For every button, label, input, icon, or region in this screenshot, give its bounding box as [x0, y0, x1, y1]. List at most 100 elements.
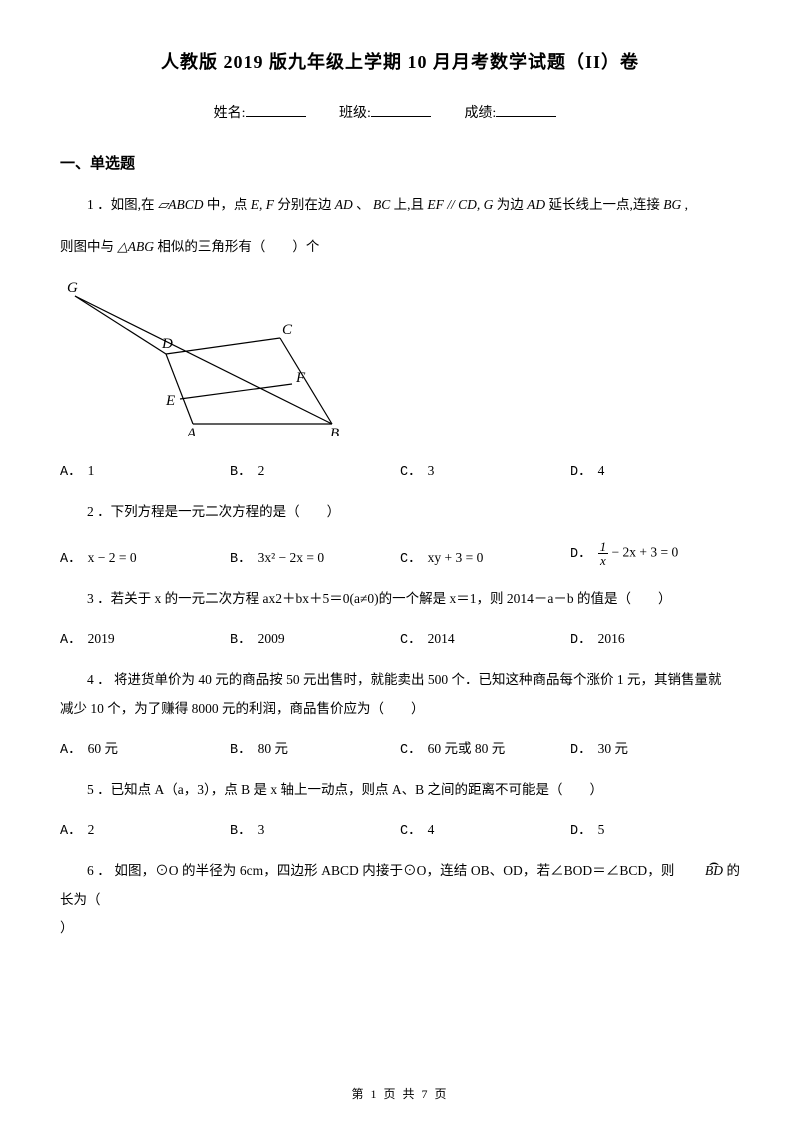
q3-options: A． 2019 B． 2009 C．2014 D． 2016: [60, 627, 740, 648]
svg-text:B: B: [330, 426, 339, 436]
opt-letter: C．: [400, 818, 422, 839]
q1-m6: AD: [527, 197, 545, 212]
arc-bd: BD: [678, 857, 723, 885]
q3-a-val: 2019: [88, 631, 115, 647]
q2-a-val: x − 2 = 0: [88, 550, 137, 566]
q5-opt-c: C． 4: [400, 818, 570, 839]
q2-options: A．x − 2 = 0 B．3x² − 2x = 0 C．xy + 3 = 0 …: [60, 540, 740, 567]
q2-opt-a: A． x − 2 = 0: [60, 546, 230, 567]
parallelogram-diagram: GDCEFAB: [60, 276, 350, 436]
opt-letter: B．: [230, 459, 252, 480]
q2-c-val: xy + 3 = 0: [428, 550, 484, 566]
opt-letter: D．: [570, 737, 592, 758]
q1-opt-a: A． 1: [60, 459, 230, 480]
q4-c-val: 60 元或 80 元: [428, 737, 506, 757]
q1-opt-b: B．2: [230, 459, 400, 480]
svg-text:G: G: [67, 280, 78, 296]
opt-letter: C．: [400, 737, 422, 758]
q1-t8: ,: [685, 197, 688, 212]
svg-text:C: C: [282, 322, 293, 338]
q4-opt-b: B．80 元: [230, 737, 400, 758]
score-label: 成绩:: [464, 106, 496, 121]
q2-opt-d: D． 1x − 2x + 3 = 0: [570, 540, 740, 567]
q1-d-val: 4: [598, 463, 605, 479]
page-title: 人教版 2019 版九年级上学期 10 月月考数学试题（II）卷: [60, 48, 740, 74]
opt-letter: D．: [570, 541, 592, 562]
question-3: 3 ．若关于 x 的一元二次方程 ax2＋bx＋5＝0(a≠0)的一个解是 x＝…: [60, 585, 740, 613]
opt-letter: B．: [230, 818, 252, 839]
page-footer: 第 1 页 共 7 页: [0, 1085, 800, 1102]
q1-t4: 、: [356, 197, 370, 212]
question-1b: 则图中与 △ABG 相似的三角形有（ ）个: [60, 233, 740, 261]
q2-opt-c: C． xy + 3 = 0: [400, 546, 570, 567]
name-label: 姓名:: [214, 106, 246, 121]
q2-opt-b: B．3x² − 2x = 0: [230, 546, 400, 567]
opt-letter: D．: [570, 818, 592, 839]
q1-m4: BC: [373, 197, 390, 212]
q4-a-val: 60 元: [88, 737, 118, 757]
question-6b: ）: [60, 914, 740, 942]
q3-opt-a: A． 2019: [60, 627, 230, 648]
fraction-icon: 1x: [598, 540, 609, 567]
q5-c-val: 4: [428, 822, 435, 838]
q1-t2: 中，点: [207, 197, 248, 212]
opt-letter: A．: [60, 627, 82, 648]
opt-letter: C．: [400, 459, 422, 480]
q1-options: A． 1 B．2 C． 3 D． 4: [60, 459, 740, 480]
q1-t5: 上,且: [394, 197, 424, 212]
svg-text:A: A: [186, 426, 197, 436]
q4-opt-d: D．30 元: [570, 737, 740, 758]
name-blank: [246, 116, 306, 117]
opt-letter: A．: [60, 459, 82, 480]
opt-letter: D．: [570, 459, 592, 480]
opt-letter: D．: [570, 627, 592, 648]
q3-c-val: 2014: [428, 631, 455, 647]
q1-m1: ▱ABCD: [158, 197, 204, 212]
q3-opt-d: D． 2016: [570, 627, 740, 648]
question-4b: 减少 10 个，为了赚得 8000 元的利润，商品售价应为（ ）: [60, 695, 740, 723]
q2-d-val: 1x − 2x + 3 = 0: [598, 540, 679, 567]
class-label: 班级:: [339, 106, 371, 121]
q1-opt-d: D． 4: [570, 459, 740, 480]
q1-t3: 分别在边: [277, 197, 331, 212]
q1-m3: AD: [335, 197, 353, 212]
q5-b-val: 3: [258, 822, 265, 838]
q1b-t1: 则图中与: [60, 239, 114, 254]
q1-opt-c: C． 3: [400, 459, 570, 480]
class-blank: [371, 116, 431, 117]
q1-diagram: GDCEFAB: [60, 276, 740, 441]
q1-m2: E, F: [251, 197, 274, 212]
svg-text:F: F: [295, 370, 306, 386]
question-5: 5 ．已知点 A（a，3），点 B 是 x 轴上一动点，则点 A、B 之间的距离…: [60, 776, 740, 804]
q3-d-val: 2016: [598, 631, 625, 647]
q1-t7: 延长线上一点,连接: [549, 197, 660, 212]
q3-opt-c: C．2014: [400, 627, 570, 648]
q4-opt-c: C． 60 元或 80 元: [400, 737, 570, 758]
q3-b-val: 2009: [258, 631, 285, 647]
q5-opt-a: A． 2: [60, 818, 230, 839]
q5-d-val: 5: [598, 822, 605, 838]
q1b-m1: △ABG: [117, 239, 154, 254]
q1-a-val: 1: [88, 463, 95, 479]
q1-t1: 1 ．如图,在: [87, 197, 155, 212]
q1b-t2: 相似的三角形有（ ）个: [157, 239, 319, 254]
blanks-row: 姓名: 班级: 成绩:: [60, 102, 740, 122]
q4-options: A．60 元 B．80 元 C． 60 元或 80 元 D．30 元: [60, 737, 740, 758]
question-6: 6 ． 如图，⊙O 的半径为 6cm，四边形 ABCD 内接于⊙O，连结 OB、…: [60, 857, 740, 914]
q1-m5: EF // CD, G: [427, 197, 493, 212]
q3-opt-b: B． 2009: [230, 627, 400, 648]
q2-d-tail: − 2x + 3 = 0: [608, 545, 678, 560]
question-2: 2 ．下列方程是一元二次方程的是（ ）: [60, 498, 740, 526]
opt-letter: A．: [60, 818, 82, 839]
opt-letter: C．: [400, 546, 422, 567]
q5-a-val: 2: [88, 822, 95, 838]
q1-c-val: 3: [428, 463, 435, 479]
opt-letter: A．: [60, 546, 82, 567]
q6-a: 6 ． 如图，⊙O 的半径为 6cm，四边形 ABCD 内接于⊙O，连结 OB、…: [87, 863, 675, 878]
q2-b-val: 3x² − 2x = 0: [258, 550, 325, 566]
score-blank: [496, 116, 556, 117]
question-1: 1 ．如图,在 ▱ABCD 中，点 E, F 分别在边 AD 、 BC 上,且 …: [60, 191, 740, 219]
q4-b-val: 80 元: [258, 737, 288, 757]
opt-letter: B．: [230, 627, 252, 648]
q4-opt-a: A．60 元: [60, 737, 230, 758]
